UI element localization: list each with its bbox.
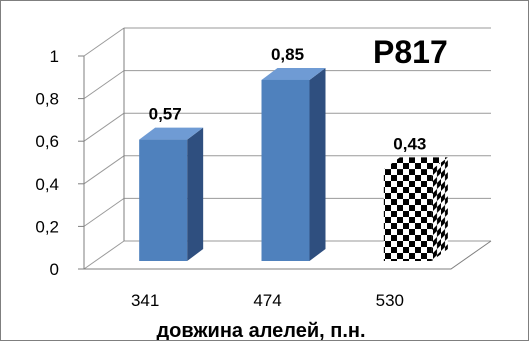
bar-side xyxy=(431,157,448,261)
bar xyxy=(383,157,448,261)
x-axis-title: довжина алелей, п.н. xyxy=(156,320,365,340)
y-tick-label: 0 xyxy=(50,260,59,279)
bar-side xyxy=(187,127,204,261)
x-tick-label: 474 xyxy=(253,291,281,310)
data-label: 0,57 xyxy=(149,105,182,124)
x-axis-floor xyxy=(84,240,492,270)
bar xyxy=(261,67,326,261)
y-tick-label: 1 xyxy=(50,47,59,66)
gridline-side xyxy=(83,27,125,57)
bar-front xyxy=(383,169,432,261)
axes xyxy=(78,28,492,270)
data-label: 0,43 xyxy=(393,134,426,153)
y-tick-label: 0,2 xyxy=(35,217,59,236)
chart-title: P817 xyxy=(373,34,448,70)
bar-side xyxy=(309,67,326,261)
x-tick-label: 341 xyxy=(131,291,159,310)
x-tick-label: 530 xyxy=(376,291,404,310)
labels: 0 0,2 0,4 0,6 0,8 1 0,57 341 0,85 474 0,43 530 xyxy=(35,45,426,310)
gridline-side xyxy=(83,155,125,185)
gridline-side xyxy=(83,197,125,227)
bar xyxy=(139,127,204,261)
bars xyxy=(139,67,448,261)
bar-front xyxy=(139,139,188,261)
bar-top xyxy=(383,157,448,170)
gridline-side xyxy=(83,112,125,142)
y-tick-label: 0,6 xyxy=(35,132,59,151)
bar-top xyxy=(261,67,326,80)
data-label: 0,85 xyxy=(271,45,304,64)
gridline-side xyxy=(83,240,125,270)
y-tick-label: 0,8 xyxy=(35,90,59,109)
bar-front xyxy=(261,79,310,261)
y-tick-label: 0,4 xyxy=(35,175,59,194)
gridline-side xyxy=(83,70,125,100)
bar-top xyxy=(139,127,204,140)
